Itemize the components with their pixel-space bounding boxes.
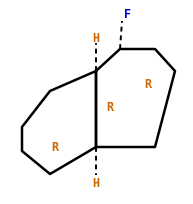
Text: H: H — [92, 177, 100, 190]
Text: F: F — [124, 8, 132, 20]
Text: R: R — [144, 78, 152, 91]
Text: R: R — [52, 141, 58, 154]
Text: H: H — [92, 31, 100, 44]
Text: R: R — [106, 101, 113, 114]
